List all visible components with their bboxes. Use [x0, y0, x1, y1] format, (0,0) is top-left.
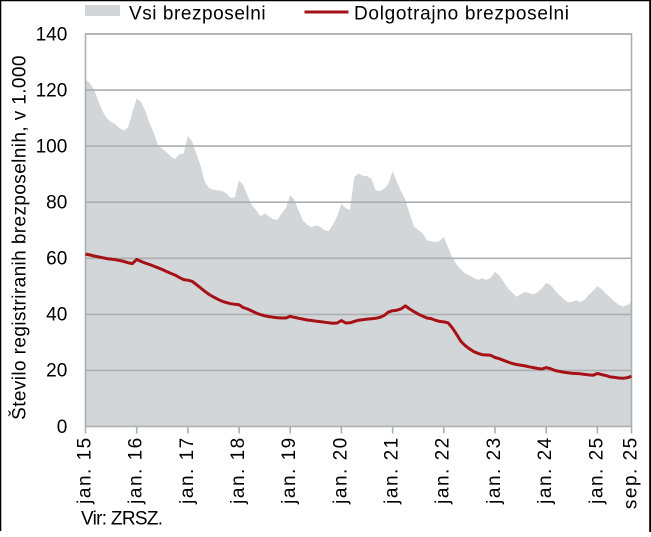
- svg-text:40: 40: [46, 305, 67, 326]
- svg-text:100: 100: [36, 136, 68, 157]
- svg-text:140: 140: [36, 24, 68, 45]
- svg-text:jan. 21: jan. 21: [382, 436, 403, 505]
- svg-text:80: 80: [46, 193, 67, 214]
- svg-text:jan. 24: jan. 24: [535, 436, 556, 505]
- svg-text:jan. 19: jan. 19: [279, 436, 300, 505]
- svg-text:jan. 16: jan. 16: [126, 436, 147, 505]
- svg-text:jan. 23: jan. 23: [484, 436, 505, 505]
- svg-text:jan. 17: jan. 17: [177, 436, 198, 505]
- svg-text:0: 0: [57, 417, 68, 438]
- svg-text:Vsi brezposelni: Vsi brezposelni: [129, 4, 266, 25]
- svg-text:120: 120: [36, 80, 68, 101]
- svg-text:jan. 15: jan. 15: [74, 436, 95, 505]
- svg-text:jan. 18: jan. 18: [228, 436, 249, 505]
- svg-text:Dolgotrajno brezposelni: Dolgotrajno brezposelni: [354, 4, 570, 25]
- svg-text:Število registriranih brezpose: Število registriranih brezposelnih, v 1.…: [9, 55, 31, 420]
- svg-text:jan. 20: jan. 20: [330, 436, 351, 505]
- svg-text:jan. 25: jan. 25: [586, 436, 607, 505]
- svg-text:sep. 25: sep. 25: [620, 436, 641, 509]
- svg-text:20: 20: [46, 361, 67, 382]
- svg-text:60: 60: [46, 249, 67, 270]
- svg-text:Vir: ZRSZ.: Vir: ZRSZ.: [81, 509, 162, 530]
- svg-text:jan. 22: jan. 22: [433, 436, 454, 505]
